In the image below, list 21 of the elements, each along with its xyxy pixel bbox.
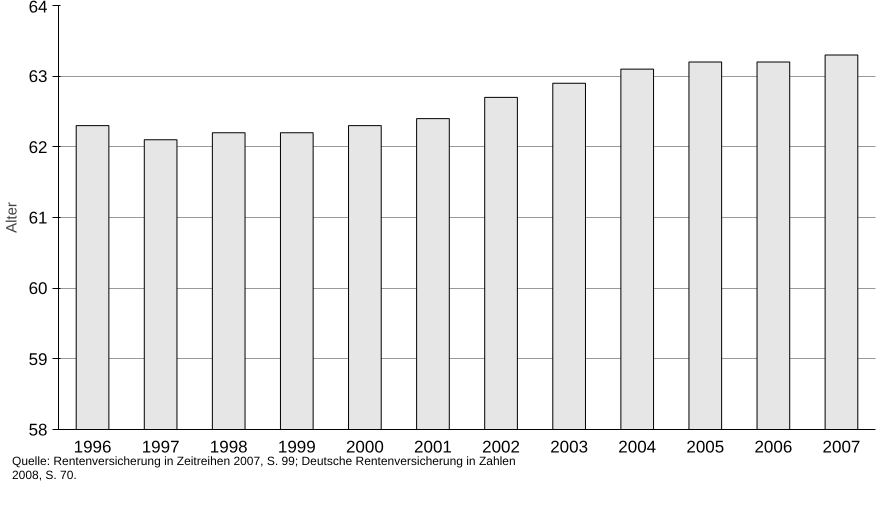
y-tick-label: 59	[28, 350, 48, 369]
x-tick-label: 2001	[414, 438, 452, 456]
y-tick-label: 62	[28, 138, 48, 157]
x-tick-label: 1996	[74, 438, 112, 456]
x-tick-label: 2002	[482, 438, 520, 456]
x-tick-label: 2000	[346, 438, 384, 456]
y-tick-label: 64	[28, 0, 48, 16]
source-note: Quelle: Rentenversicherung in Zeitreihen 2007, S. 99; Deutsche Rentenversicherung in Zahlen 2008, S. 70.	[12, 454, 517, 483]
x-tick-label: 1999	[278, 438, 316, 456]
y-tick-label: 58	[28, 420, 48, 440]
y-axis-title: Alter	[4, 202, 21, 233]
x-tick-label: 2003	[550, 438, 588, 456]
y-tick-label: 61	[28, 208, 48, 228]
x-tick-label: 2004	[618, 438, 656, 456]
x-tick-label: 2005	[686, 438, 724, 456]
y-tick-label: 60	[28, 279, 48, 298]
x-tick-label: 1997	[142, 438, 180, 456]
x-tick-label: 1998	[210, 438, 248, 456]
y-tick-label: 63	[28, 67, 48, 86]
x-tick-label: 2006	[754, 438, 792, 456]
x-tick-label: 2007	[822, 438, 860, 456]
